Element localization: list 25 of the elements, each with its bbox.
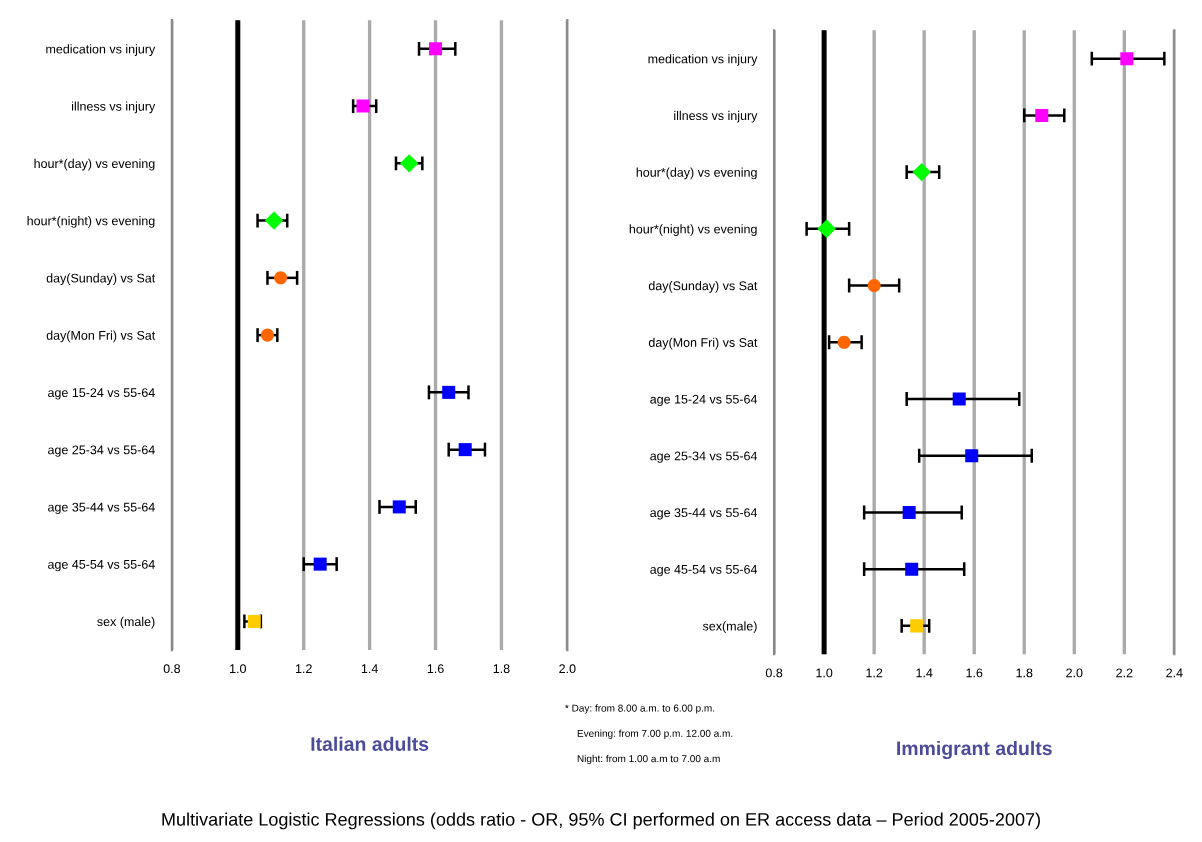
point bbox=[1035, 108, 1049, 122]
point bbox=[313, 557, 327, 571]
point bbox=[399, 154, 419, 173]
point bbox=[1120, 52, 1134, 66]
text: Multivariate Logistic Regressions (odds ratio - OR, 95% CI performed on ER access data – Period 2005-2007) bbox=[162, 812, 1040, 830]
x-axis-title: Italian adults bbox=[311, 736, 429, 751]
point bbox=[458, 443, 472, 457]
point bbox=[910, 619, 924, 633]
point bbox=[442, 385, 456, 399]
point bbox=[356, 99, 370, 113]
point bbox=[952, 392, 966, 406]
point bbox=[274, 271, 288, 285]
point bbox=[264, 211, 284, 230]
point bbox=[429, 42, 443, 56]
x-axis-title: Immigrant adults bbox=[897, 740, 1052, 760]
point bbox=[965, 449, 979, 463]
point bbox=[247, 614, 261, 628]
point bbox=[260, 328, 274, 342]
point bbox=[912, 162, 931, 182]
point bbox=[817, 219, 836, 239]
point bbox=[902, 505, 916, 519]
point bbox=[867, 279, 881, 293]
point bbox=[837, 335, 851, 349]
point bbox=[392, 500, 406, 514]
point bbox=[905, 562, 919, 576]
